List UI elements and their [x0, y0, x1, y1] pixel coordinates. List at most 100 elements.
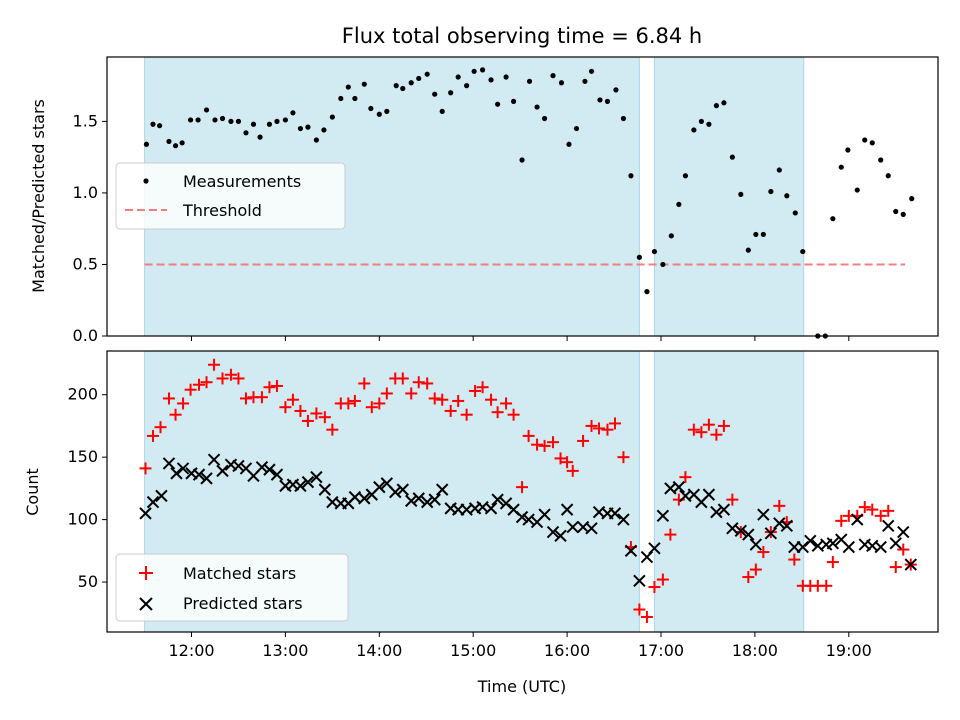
measurement-point: [510, 98, 517, 104]
measurement-point: [495, 101, 501, 107]
predicted-stars-point: [617, 513, 630, 526]
measurement-point: [800, 248, 806, 255]
matched-stars-point: [826, 556, 839, 569]
x-stroke-b: [717, 503, 731, 516]
measurement-point: [582, 78, 588, 84]
measurement-point: [878, 157, 884, 163]
measurement-point: [854, 187, 860, 193]
predicted-stars-point: [170, 467, 183, 480]
measurement-point: [628, 173, 634, 179]
x-tick-label: 16:00: [544, 641, 590, 660]
legend-matched-marker: [139, 566, 153, 580]
bottom-panel-x-axis: 12:00 13:00 14:00 15:00 16:00 17:00 18:00 19:00: [168, 632, 872, 660]
measurement-point: [830, 216, 836, 222]
measurement-point: [488, 77, 494, 83]
predicted-stars-point: [200, 472, 213, 485]
matched-stars-point: [469, 384, 482, 397]
matched-stars-point: [232, 372, 245, 385]
predicted-stars-point: [560, 503, 574, 516]
predicted-stars-point: [780, 519, 794, 533]
measurement-point: [604, 98, 611, 104]
x-stroke-b: [207, 453, 221, 466]
x-stroke-b: [389, 485, 402, 499]
predicted-stars-point: [310, 470, 323, 484]
matched-stars-point: [263, 381, 276, 394]
matched-stars-point: [522, 429, 535, 442]
x-stroke-b: [460, 503, 473, 516]
top-panel-x-ticks: [191, 336, 850, 341]
measurement-point: [792, 210, 798, 216]
predicted-stars-point: [162, 457, 176, 470]
predicted-stars-point: [301, 475, 315, 489]
top-panel-y-axis: 0.0 0.5 1.0 1.5: [73, 111, 107, 345]
matched-stars-point: [820, 579, 833, 592]
matched-stars-point: [679, 471, 692, 484]
matched-stars-point: [373, 397, 386, 410]
predicted-stars-point: [882, 519, 895, 533]
matched-stars-point: [294, 404, 307, 417]
x-tick-label: 14:00: [356, 641, 402, 660]
matched-stars-point: [749, 563, 762, 576]
matched-stars-point: [452, 394, 465, 407]
measurement-point: [541, 115, 548, 122]
predicted-stars-point: [358, 492, 371, 505]
predicted-stars-point: [515, 510, 529, 524]
x-stroke-b: [804, 534, 817, 548]
predicted-stars-point: [436, 483, 449, 496]
x-stroke-b: [412, 492, 425, 505]
y-tick-label: 50: [78, 572, 98, 591]
predicted-stars-point: [412, 492, 425, 505]
predicted-stars-point: [207, 453, 221, 466]
matched-stars-point: [460, 408, 473, 421]
predicted-stars-point: [546, 525, 560, 539]
y-tick-label: 100: [67, 510, 98, 529]
matched-stars-point: [538, 439, 551, 452]
x-stroke-b: [648, 542, 661, 555]
predicted-stars-point: [491, 493, 504, 506]
predicted-stars-point: [874, 540, 887, 554]
x-stroke-b: [672, 480, 686, 494]
measurement-point: [376, 111, 382, 117]
matched-stars-point: [648, 581, 661, 594]
bottom-panel-legend: Matched stars Predicted stars: [115, 553, 349, 622]
matched-stars-point: [633, 603, 646, 616]
measurement-point: [885, 173, 891, 179]
measurements-series: [143, 67, 915, 339]
measurement-point: [179, 140, 185, 146]
matched-stars-point: [897, 543, 910, 556]
top-panel-frame: [106, 56, 939, 337]
x-stroke-b: [396, 483, 409, 496]
measurement-point: [893, 208, 899, 215]
y-tick-label: 150: [67, 447, 98, 466]
x-stroke-b: [216, 464, 229, 478]
x-stroke-b: [687, 488, 701, 501]
measurement-point: [416, 75, 422, 82]
x-stroke-b: [294, 479, 307, 493]
matched-stars-point: [255, 391, 268, 404]
measurement-point: [900, 211, 906, 217]
matched-stars-point: [874, 509, 887, 522]
measurement-point: [448, 90, 454, 96]
matched-stars-point: [577, 434, 590, 447]
x-stroke-b: [310, 470, 323, 484]
matched-stars-point: [664, 528, 677, 541]
matched-stars-point: [561, 456, 574, 469]
x-stroke-b: [139, 507, 152, 520]
predicted-stars-point: [538, 508, 551, 521]
matched-stars-point: [742, 571, 755, 584]
x-stroke-b: [515, 510, 529, 524]
matched-stars-point: [365, 401, 378, 414]
predicted-stars-point: [648, 542, 661, 555]
matched-stars-point: [485, 393, 498, 406]
bottom-panel-y-axis: 50 100 150 200: [67, 385, 107, 591]
matched-stars-point: [396, 372, 409, 385]
measurement-point: [361, 81, 367, 87]
predicted-stars-point: [270, 468, 284, 481]
predicted-stars-point: [889, 537, 902, 550]
measurement-point: [274, 118, 280, 124]
x-stroke-b: [318, 483, 332, 496]
measurement-point: [845, 147, 851, 153]
matched-stars-point: [617, 451, 630, 464]
x-stroke-b: [279, 479, 292, 493]
x-stroke-b: [405, 494, 418, 508]
